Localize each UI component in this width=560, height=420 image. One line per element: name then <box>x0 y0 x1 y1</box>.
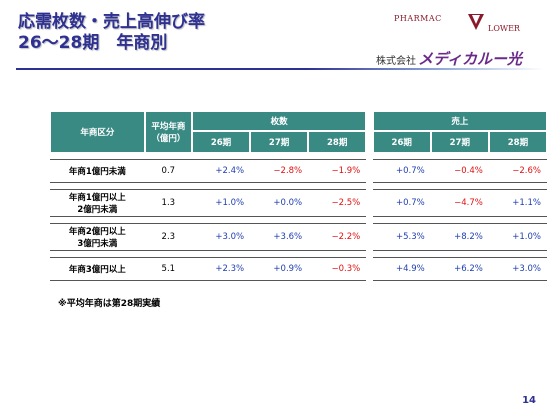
cell-sheets-27: +0.9% <box>250 257 309 281</box>
cell-sales-27: +6.2% <box>430 257 489 281</box>
title-line-1: 応需枚数・売上高伸び率 <box>18 12 205 32</box>
growth-rate-table: 年商区分 平均年商 （億円） 枚数 売上 26期 27期 28期 26期 27期… <box>50 111 547 281</box>
cell-sheets-28: −1.9% <box>308 159 367 183</box>
cell-sheets-28: −0.3% <box>308 257 367 281</box>
header-category: 年商区分 <box>50 111 145 153</box>
header-period-sales-28: 28期 <box>488 131 547 153</box>
header-period-sales-26: 26期 <box>372 131 431 153</box>
cell-sales-28: +1.1% <box>488 189 547 217</box>
flower-icon <box>468 14 484 30</box>
table-row: 年商1億円以上 2億円未満 1.3 +1.0% +0.0% −2.5% +0.7%… <box>50 189 547 217</box>
cell-sales-26: +0.7% <box>372 159 431 183</box>
row-label: 年商1億円未満 <box>50 159 145 183</box>
row-average: 5.1 <box>144 257 192 281</box>
cell-sheets-26: +3.0% <box>191 223 251 251</box>
title-underline <box>16 68 544 70</box>
cell-sales-28: −2.6% <box>488 159 547 183</box>
page-number: 14 <box>522 395 536 406</box>
cell-sheets-27: +3.6% <box>250 223 309 251</box>
cell-sheets-27: +0.0% <box>250 189 309 217</box>
table-row: 年商3億円以上 5.1 +2.3% +0.9% −0.3% +4.9% +6.2… <box>50 257 547 281</box>
cell-sheets-27: −2.8% <box>250 159 309 183</box>
title-line-2: 26～28期 年商別 <box>18 33 168 53</box>
slide-title: 応需枚数・売上高伸び率 26～28期 年商別 <box>18 12 205 54</box>
cell-sheets-28: −2.5% <box>308 189 367 217</box>
row-average: 2.3 <box>144 223 192 251</box>
cell-sales-26: +0.7% <box>372 189 431 217</box>
logo-word-pharmac: PHARMAC <box>394 14 442 23</box>
company-logo: PHARMAC LOWER 株式会社 メディカルー光 <box>376 10 546 69</box>
header-period-sheets-26: 26期 <box>191 131 251 153</box>
table-row: 年商2億円以上 3億円未満 2.3 +3.0% +3.6% −2.2% +5.3%… <box>50 223 547 251</box>
header-average-line-2: （億円） <box>151 134 186 144</box>
logo-company-brand: メディカルー光 <box>418 50 522 68</box>
cell-sales-28: +3.0% <box>488 257 547 281</box>
row-label: 年商1億円以上 2億円未満 <box>50 189 145 217</box>
header-average-line-1: 平均年商 <box>151 122 186 132</box>
cell-sales-27: −0.4% <box>430 159 489 183</box>
logo-company-name: 株式会社 メディカルー光 <box>376 48 522 69</box>
footnote: ※平均年商は第28期実績 <box>58 299 161 309</box>
cell-sales-26: +4.9% <box>372 257 431 281</box>
cell-sheets-26: +2.4% <box>191 159 251 183</box>
logo-word-lower: LOWER <box>488 24 520 33</box>
table-row: 年商1億円未満 0.7 +2.4% −2.8% −1.9% +0.7% −0.4… <box>50 159 547 183</box>
header-average-sales: 平均年商 （億円） <box>144 111 192 153</box>
logo-company-prefix: 株式会社 <box>376 56 416 67</box>
row-average: 1.3 <box>144 189 192 217</box>
header-period-sheets-28: 28期 <box>308 131 367 153</box>
header-group-sales: 売上 <box>372 111 547 131</box>
cell-sheets-26: +2.3% <box>191 257 251 281</box>
cell-sales-27: +8.2% <box>430 223 489 251</box>
header-period-sales-27: 27期 <box>430 131 489 153</box>
row-average: 0.7 <box>144 159 192 183</box>
header-period-sheets-27: 27期 <box>250 131 309 153</box>
cell-sheets-28: −2.2% <box>308 223 367 251</box>
row-label: 年商2億円以上 3億円未満 <box>50 223 145 251</box>
cell-sheets-26: +1.0% <box>191 189 251 217</box>
cell-sales-26: +5.3% <box>372 223 431 251</box>
row-label: 年商3億円以上 <box>50 257 145 281</box>
cell-sales-27: −4.7% <box>430 189 489 217</box>
header-group-sheets: 枚数 <box>191 111 367 131</box>
header-gap <box>366 111 373 153</box>
cell-sales-28: +1.0% <box>488 223 547 251</box>
